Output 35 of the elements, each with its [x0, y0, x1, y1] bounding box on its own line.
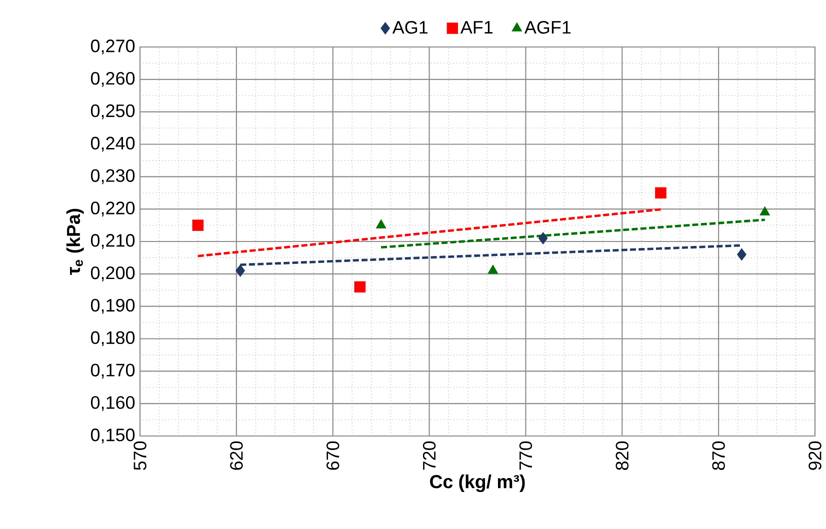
y-tick-label: 0,230	[90, 169, 135, 184]
y-tick-label: 0,150	[90, 428, 135, 444]
y-tick-label: 0,200	[90, 266, 135, 282]
x-tick-label: 920	[808, 441, 822, 470]
y-tick-label: 0,210	[90, 234, 135, 249]
point	[488, 264, 498, 274]
x-tick-label: 770	[519, 441, 532, 470]
x-tick-label: 620	[230, 441, 243, 470]
x-tick-label: 870	[712, 441, 725, 470]
y-tick-label: 0,240	[90, 136, 135, 152]
y-tick-label: 0,250	[90, 104, 135, 120]
y-tick-label: 0,270	[90, 40, 135, 54]
x-axis-title: Cc (kg/ m³)	[430, 474, 525, 492]
point	[236, 264, 245, 277]
point	[538, 232, 548, 244]
point	[655, 187, 666, 198]
legend-label: AF1	[460, 21, 493, 34]
point	[354, 281, 366, 292]
y-tick-label: 0,170	[90, 364, 135, 379]
legend-label: AGF1	[524, 20, 571, 34]
x-tick-label: 570	[134, 441, 146, 470]
y-tick-label: 0,260	[90, 72, 135, 87]
y-tick-label: 0,190	[90, 298, 135, 314]
point	[376, 219, 386, 228]
x-tick-label: 670	[326, 441, 340, 470]
x-tick-label: 720	[422, 441, 436, 470]
point	[192, 220, 204, 231]
y-axis-title: τ$_{e}$ (kPa)	[66, 208, 84, 275]
y-tick-label: 0,180	[90, 331, 135, 346]
point	[737, 248, 746, 261]
legend-label: AG1	[392, 20, 428, 34]
point	[760, 206, 770, 216]
x-tick-label: 820	[616, 441, 628, 470]
y-tick-label: 0,160	[90, 396, 135, 412]
y-tick-label: 0,220	[90, 202, 135, 217]
